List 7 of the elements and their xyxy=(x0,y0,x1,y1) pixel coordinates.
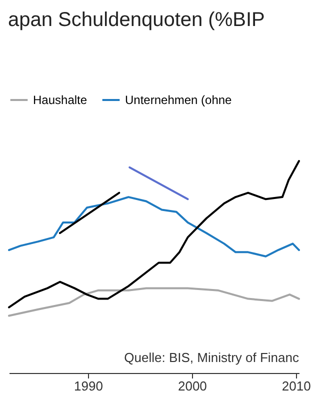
x-tick-label: 1990 xyxy=(74,378,103,394)
x-tick-label: 2000 xyxy=(178,378,207,394)
x-tick-label: 2010 xyxy=(282,378,311,394)
legend-label: Unternehmen (ohne xyxy=(125,93,232,107)
chart-title: apan Schuldenquoten (%BIP xyxy=(8,9,265,31)
legend-label: Haushalte xyxy=(33,93,88,107)
annotation: Quelle: BIS, Ministry of Financ xyxy=(124,350,300,365)
